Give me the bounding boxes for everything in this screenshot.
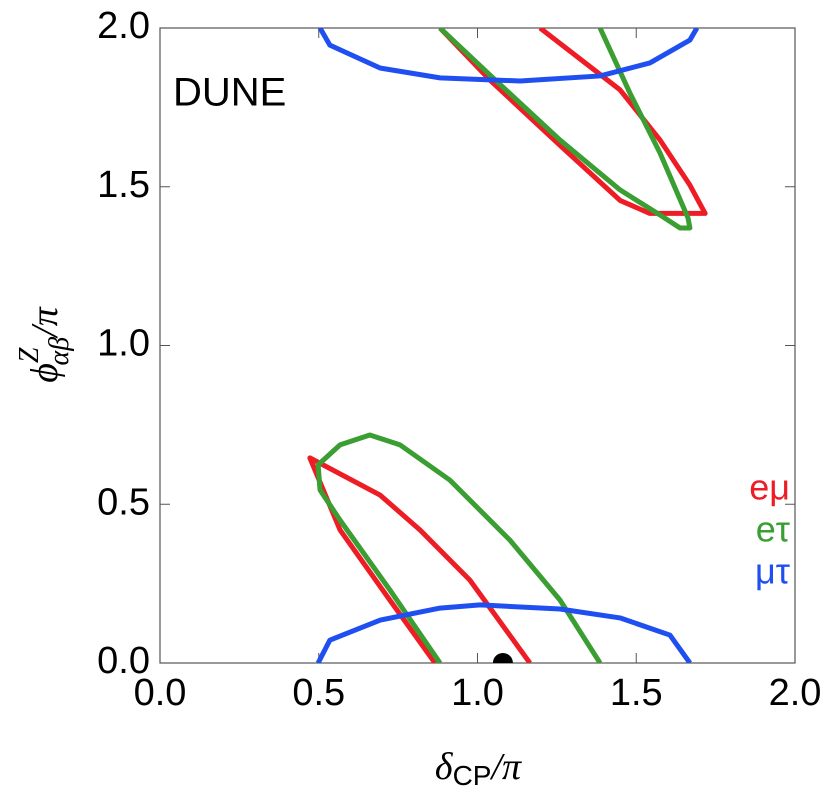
legend-entry: eμ — [749, 467, 790, 508]
y-tick-label: 2.0 — [97, 5, 150, 47]
x-tick-label: 1.5 — [610, 672, 663, 714]
x-tick-label: 1.0 — [451, 672, 504, 714]
x-axis-label: δCP/π — [435, 746, 522, 792]
contour-line — [315, 28, 693, 663]
plot-area — [307, 28, 708, 663]
y-tick-label: 0.5 — [97, 481, 150, 523]
x-tick-label: 0.5 — [292, 672, 345, 714]
y-label-part: αβ — [44, 337, 75, 366]
x-tick-label: 2.0 — [769, 672, 822, 714]
x-label-part: /π — [489, 746, 522, 788]
true-point — [492, 653, 513, 663]
y-label-part: Z — [14, 347, 45, 363]
x-tick-label: 0.0 — [134, 672, 187, 714]
plot-frame — [159, 27, 796, 664]
x-label-part: CP — [453, 760, 492, 791]
legend-entry: μτ — [755, 551, 790, 592]
x-label-part: δ — [435, 746, 454, 788]
y-tick-label: 1.0 — [97, 323, 150, 365]
y-tick-label: 1.5 — [97, 164, 150, 206]
contour-line — [315, 28, 700, 663]
y-axis-label: ϕZαβ/π — [14, 306, 75, 382]
y-label-part: ϕ — [24, 363, 66, 383]
y-tick-label: 0.0 — [97, 640, 150, 682]
legend-entry: eτ — [756, 509, 790, 550]
annotation: DUNE — [173, 71, 286, 115]
y-label-part: /π — [24, 306, 66, 339]
